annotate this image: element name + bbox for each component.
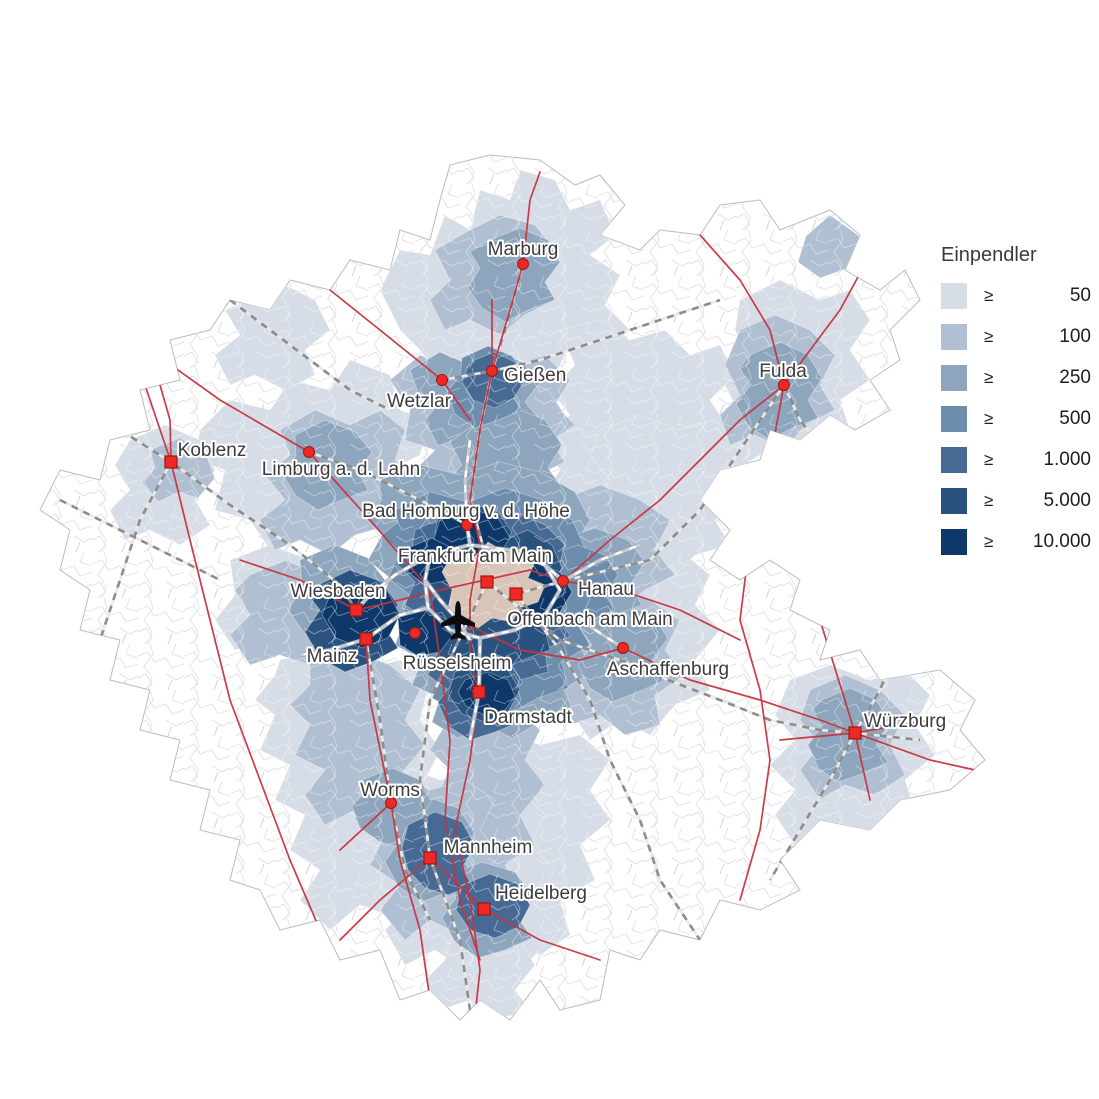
city-label: Worms [360,780,420,801]
city-label: Offenbach am Main [507,609,672,630]
city-label: Mainz [307,646,358,667]
road-layer [119,171,976,1016]
city-frankfurt: Frankfurt am Main [396,544,554,589]
city-label: Aschaffenburg [607,659,729,680]
city-marker-dot [617,642,629,654]
city-giessen: Gießen [486,363,568,388]
city-darmstadt: Darmstadt [472,685,575,730]
legend-swatch [941,446,967,473]
city-marker-square [477,902,491,916]
city-label: Marburg [488,239,559,260]
legend-row: ≥ 10.000 [941,528,1091,555]
legend-gte-symbol: ≥ [984,326,994,346]
legend-value: 5.000 [1043,489,1091,511]
city-marker-dot [385,797,397,809]
city-fulda: Fulda [757,359,809,391]
legend-value: 1.000 [1043,448,1091,470]
legend-gte-symbol: ≥ [984,285,994,305]
legend-swatch [941,487,967,514]
city-label: Fulda [759,361,807,382]
city-offenbach: Offenbach am Main [505,587,675,632]
legend-swatch [941,323,967,350]
city-marker-dot [461,519,473,531]
city-label: Limburg a. d. Lahn [262,459,420,480]
city-worms: Worms [358,778,422,809]
city-marker-dot [778,379,790,391]
legend-value: 50 [1069,284,1091,306]
city-label: Koblenz [178,440,247,461]
city-wuerzburg: Würzburg [848,709,948,740]
city-label: Gießen [504,365,566,386]
legend-row: ≥ 50 [941,282,1091,309]
city-marker-square [509,587,523,601]
city-koblenz: Koblenz [164,438,248,469]
legend-row: ≥ 250 [941,364,1091,391]
legend-swatch [941,282,967,309]
airport-plane-icon [441,601,475,640]
legend-row: ≥ 1.000 [941,446,1091,473]
legend: Einpendler ≥ 50 ≥ 100 ≥ 250 ≥ 500 ≥ 1.00… [941,244,1091,569]
legend-gte-symbol: ≥ [984,408,994,428]
city-marker-square [164,455,178,469]
legend-gte-symbol: ≥ [984,449,994,469]
city-label: Mannheim [444,837,533,858]
city-mainz: Mainz [305,632,373,669]
city-marker-dot [517,258,529,270]
city-bad-homburg: Bad Homburg v. d. Höhe [360,499,572,531]
city-marburg: Marburg [486,237,560,270]
legend-value: 100 [1059,325,1091,347]
city-limburg: Limburg a. d. Lahn [260,446,422,482]
legend-value: 10.000 [1032,530,1091,552]
city-label: Wiesbaden [290,581,385,602]
city-marker-square [848,726,862,740]
city-marker-square [480,575,494,589]
city-layer: Marburg Gießen Wetzlar Fulda Koblenz Lim… [164,237,948,916]
legend-row: ≥ 5.000 [941,487,1091,514]
city-wetzlar: Wetzlar [385,374,454,414]
legend-value: 500 [1059,407,1091,429]
city-label: Würzburg [864,711,946,732]
city-heidelberg: Heidelberg [477,881,589,916]
city-marker-dot [409,627,421,639]
city-marker-dot [303,446,315,458]
legend-title: Einpendler [941,244,1037,266]
city-marker-square [359,632,373,646]
legend-swatch [941,528,967,555]
city-marker-square [423,851,437,865]
city-marker-square [472,685,486,699]
legend-swatch [941,364,967,391]
legend-value: 250 [1059,366,1091,388]
city-label: Hanau [578,579,634,600]
city-wiesbaden: Wiesbaden [288,579,388,617]
city-label: Wetzlar [387,391,452,412]
city-label: Frankfurt am Main [398,546,552,567]
city-marker-square [349,603,363,617]
legend-swatch [941,405,967,432]
city-mannheim: Mannheim [423,835,534,865]
city-label: Bad Homburg v. d. Höhe [362,501,570,522]
city-marker-dot [486,365,498,377]
legend-gte-symbol: ≥ [984,490,994,510]
city-marker-dot [436,374,448,386]
legend-gte-symbol: ≥ [984,531,994,551]
city-label: Heidelberg [495,883,587,904]
legend-row: ≥ 100 [941,323,1091,350]
city-label: Rüsselsheim [403,653,512,674]
city-aschaffenburg: Aschaffenburg [605,642,731,682]
city-hanau: Hanau [557,575,636,602]
city-marker-dot [557,575,569,587]
legend-gte-symbol: ≥ [984,367,994,387]
city-label: Darmstadt [484,707,572,728]
legend-row: ≥ 500 [941,405,1091,432]
city-ruesselsheim: Rüsselsheim [401,627,513,676]
